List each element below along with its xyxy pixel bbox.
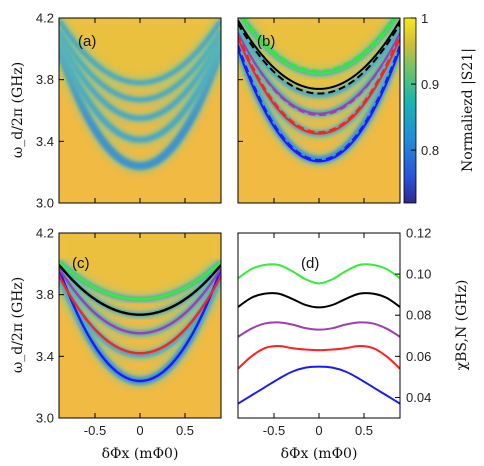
panel-a-bands <box>59 18 221 175</box>
band-a-2 <box>59 34 221 121</box>
curve-b-dashed-1 <box>238 34 400 134</box>
band-a-1 <box>59 41 221 143</box>
curve-b-dashed-3 <box>238 23 400 95</box>
a-ytick-label-0: 3.0 <box>36 196 54 211</box>
panel-d-label: (d) <box>301 255 319 272</box>
colorbar-label: Normaliezd |S21| <box>460 48 476 172</box>
c-ytick-label-2: 3.8 <box>36 287 54 302</box>
ylabel-top: ω_d/2π (GHz) <box>10 62 26 158</box>
colorbar-tick-label-0: 1 <box>421 11 428 26</box>
colorbar-tick-label-2: 0.8 <box>421 143 439 158</box>
d-ytick-label-0: 0.04 <box>406 390 431 405</box>
curve-d-4 <box>238 263 400 285</box>
d-ytick-label-4: 0.12 <box>406 226 431 241</box>
curve-d-1 <box>238 345 400 370</box>
d-ytick-label-2: 0.08 <box>406 308 431 323</box>
curve-b-dashed-0 <box>238 44 400 161</box>
colorbar-gradient <box>403 17 417 204</box>
curve-c-3 <box>59 263 221 316</box>
a-ytick-label-3: 4.2 <box>36 11 54 26</box>
panel-a-label: (a) <box>78 33 96 50</box>
curve-c-4 <box>59 260 221 301</box>
curve-b-solid-2 <box>238 32 400 115</box>
ylabel-bottom: ω_d/2π (GHz) <box>10 277 26 373</box>
curve-c-2 <box>59 267 221 335</box>
colorbar-ticks: 1 0.9 0.8 <box>411 11 439 158</box>
curve-d-3 <box>238 292 400 309</box>
d-xtick-label-1: 0 <box>315 423 322 438</box>
curve-d-0 <box>238 365 400 405</box>
curve-b-solid-3 <box>238 19 400 90</box>
colorbar: 1 0.9 0.8 Normaliezd |S21| <box>403 11 476 204</box>
d-xtick-label-0: -0.5 <box>263 423 285 438</box>
curve-b-dashed-4 <box>243 18 395 72</box>
ylabel-d: χBS,N (GHz) <box>454 280 470 371</box>
c-ytick-label-0: 3.0 <box>36 411 54 426</box>
band-b-3 <box>238 23 400 98</box>
c-xtick-label-2: 0.5 <box>176 423 194 438</box>
a-ytick-label-2: 3.8 <box>36 72 54 87</box>
panel-d-curves <box>238 263 400 405</box>
c-xtick-label-0: -0.5 <box>84 423 106 438</box>
curve-d-2 <box>238 321 400 338</box>
panel-d: (d) <box>237 232 401 419</box>
band-a-4 <box>59 18 221 86</box>
panel-b-curves <box>238 18 400 163</box>
xlabel-c: δΦx (mΦ0) <box>102 446 179 462</box>
c-xtick-label-1: 0 <box>136 423 143 438</box>
c-ytick-label-1: 3.4 <box>36 349 54 364</box>
axes: 3.0 3.4 3.8 4.2 3.0 3.4 3.8 4.2 -0.5 0 0.5 0.04 0.06… <box>36 11 431 439</box>
curve-c-1 <box>59 275 221 355</box>
panel-c-curves <box>59 260 221 383</box>
curve-b-solid-4 <box>240 18 398 75</box>
panel-a: (a) <box>58 17 222 204</box>
curve-b-solid-0 <box>238 48 400 163</box>
d-ytick-label-1: 0.06 <box>406 349 431 364</box>
panel-c-label: (c) <box>72 255 90 272</box>
c-ytick-label-3: 4.2 <box>36 226 54 241</box>
panel-b-label: (b) <box>257 33 275 50</box>
panel-b: (b) <box>237 17 401 204</box>
xlabel-d: δΦx (mΦ0) <box>281 446 358 462</box>
curve-b-solid-1 <box>238 37 400 135</box>
a-ytick-label-1: 3.4 <box>36 134 54 149</box>
panel-c: (c) <box>58 232 222 419</box>
band-a-0 <box>59 46 221 171</box>
curve-c-0 <box>59 268 221 383</box>
colorbar-tick-label-1: 0.9 <box>421 77 439 92</box>
d-ytick-label-3: 0.10 <box>406 267 431 282</box>
d-xtick-label-2: 0.5 <box>355 423 373 438</box>
band-a-3 <box>59 28 221 103</box>
